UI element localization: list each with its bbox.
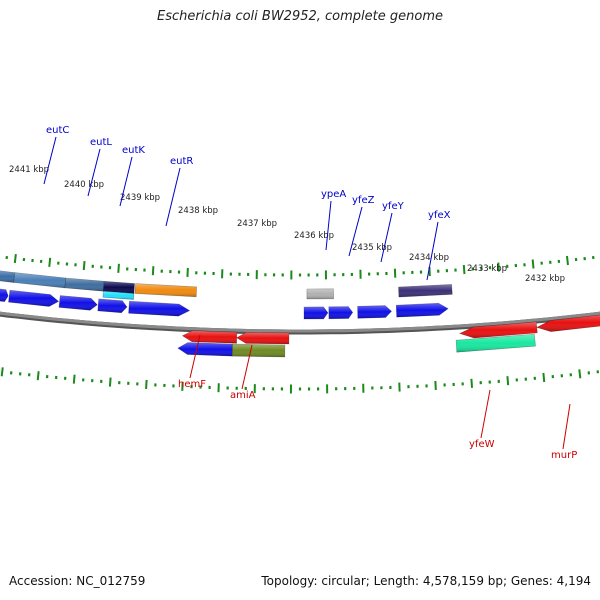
gene-minus-1[interactable] <box>181 330 238 344</box>
scale-tick-label: 2439 kbp <box>120 193 160 203</box>
feature-ypeA[interactable] <box>306 288 334 300</box>
gene-label-hemF[interactable]: hemF <box>178 334 206 390</box>
gene-label-eutR[interactable]: eutR <box>165 156 193 227</box>
gene-label-eutL[interactable]: eutL <box>87 137 112 197</box>
major-tick <box>578 369 582 379</box>
major-tick <box>0 367 4 377</box>
scale-tick-label: 2438 kbp <box>178 206 218 216</box>
gene-label-text: hemF <box>178 379 206 390</box>
feature-tracks <box>0 270 600 358</box>
cds-plus-8[interactable] <box>357 305 392 319</box>
feature-amiA[interactable] <box>231 343 286 358</box>
major-tick <box>72 374 76 384</box>
accession-text: Accession: NC_012759 <box>9 574 146 588</box>
scale-tick-label: 2441 kbp <box>9 165 49 175</box>
gene-label-amiA[interactable]: amiA <box>230 344 256 401</box>
feature-plus-1[interactable] <box>0 270 16 283</box>
feature-yfeW[interactable] <box>455 333 536 353</box>
cds-plus-2[interactable] <box>8 289 60 307</box>
gene-labels: eutC eutL eutK eutR ypeA yfeZ yfeY yfeX hemF amiA… <box>43 125 577 461</box>
cds-plus-9[interactable] <box>395 302 449 318</box>
major-tick <box>13 253 17 264</box>
major-tick <box>497 262 500 272</box>
gene-label-text: amiA <box>230 390 256 401</box>
gene-minus-3[interactable] <box>458 321 538 339</box>
scale-tick-label: 2437 kbp <box>237 219 277 229</box>
major-tick <box>565 255 569 266</box>
gene-label-text: yfeW <box>469 439 495 450</box>
gene-minus-4[interactable] <box>535 314 600 332</box>
gene-label-ypeA[interactable]: ypeA <box>321 189 346 251</box>
gene-label-text: eutL <box>90 137 112 148</box>
major-tick <box>36 371 40 381</box>
cds-plus-3[interactable] <box>58 295 98 311</box>
scale-tick-label: 2435 kbp <box>352 243 392 253</box>
major-tick <box>470 378 473 388</box>
gene-label-text: eutK <box>122 145 145 156</box>
major-tick <box>117 263 120 273</box>
feature-eutR[interactable] <box>134 283 197 298</box>
feature-yfeX[interactable] <box>398 284 453 298</box>
major-tick <box>48 257 52 267</box>
gene-label-text: ypeA <box>321 189 346 200</box>
map-title: Escherichia coli BW2952, complete genome <box>157 9 443 24</box>
feature-plus-2[interactable] <box>13 272 67 289</box>
major-tick <box>151 266 155 276</box>
feature-plus-3[interactable] <box>64 277 105 292</box>
gene-label-yfeW[interactable]: yfeW <box>469 389 495 450</box>
gene-label-yfeZ[interactable]: yfeZ <box>348 195 375 257</box>
scale-tick-label: 2433 kbp <box>467 264 507 274</box>
feature-eutK-cds[interactable] <box>102 290 135 300</box>
scale-tick-label: 2434 kbp <box>409 253 449 263</box>
major-tick <box>462 264 466 275</box>
topology-text: Topology: circular; Length: 4,578,159 bp… <box>261 574 591 588</box>
gene-label-text: eutC <box>46 125 69 136</box>
major-tick <box>108 377 112 387</box>
major-tick <box>542 372 546 383</box>
major-tick <box>82 260 86 271</box>
feature-eutK[interactable] <box>102 280 135 294</box>
gene-label-yfeY[interactable]: yfeY <box>380 201 405 263</box>
cds-plus-5[interactable] <box>128 300 191 317</box>
scale-tick-label: 2436 kbp <box>294 231 334 241</box>
gene-label-eutK[interactable]: eutK <box>119 145 145 207</box>
gene-label-text: yfeY <box>382 201 405 212</box>
backbone-line <box>0 311 600 333</box>
gene-label-eutC[interactable]: eutC <box>43 125 69 185</box>
cds-plus-6[interactable] <box>303 306 329 320</box>
scale-ticks: 2441 kbp 2440 kbp 2439 kbp 2438 kbp 2437 kbp… <box>0 165 600 394</box>
gene-label-text: murP <box>551 450 577 461</box>
gene-label-text: yfeZ <box>352 195 375 206</box>
major-tick <box>145 379 148 389</box>
gene-label-text: eutR <box>170 156 193 167</box>
gene-label-text: yfeX <box>428 210 451 221</box>
gene-minus-2[interactable] <box>236 332 290 345</box>
cds-hemF[interactable] <box>177 342 233 357</box>
major-tick <box>506 376 510 386</box>
cds-plus-4[interactable] <box>97 298 128 314</box>
scale-tick-label: 2432 kbp <box>525 274 565 284</box>
major-tick <box>531 259 535 269</box>
cds-plus-1[interactable] <box>0 288 9 302</box>
scale-tick-label: 2440 kbp <box>64 180 104 190</box>
backbone <box>0 311 600 335</box>
gene-label-yfeX[interactable]: yfeX <box>426 210 451 281</box>
gene-label-murP[interactable]: murP <box>551 403 577 461</box>
cds-plus-7[interactable] <box>328 306 354 320</box>
